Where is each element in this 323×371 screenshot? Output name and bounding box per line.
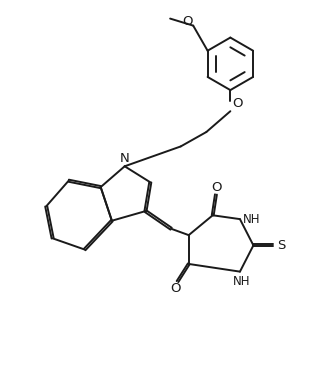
Text: S: S [277, 239, 286, 252]
Text: O: O [211, 181, 222, 194]
Text: O: O [232, 97, 243, 110]
Text: O: O [182, 15, 193, 28]
Text: NH: NH [242, 213, 260, 226]
Text: N: N [120, 152, 130, 165]
Text: O: O [171, 282, 181, 295]
Text: NH: NH [233, 275, 250, 288]
